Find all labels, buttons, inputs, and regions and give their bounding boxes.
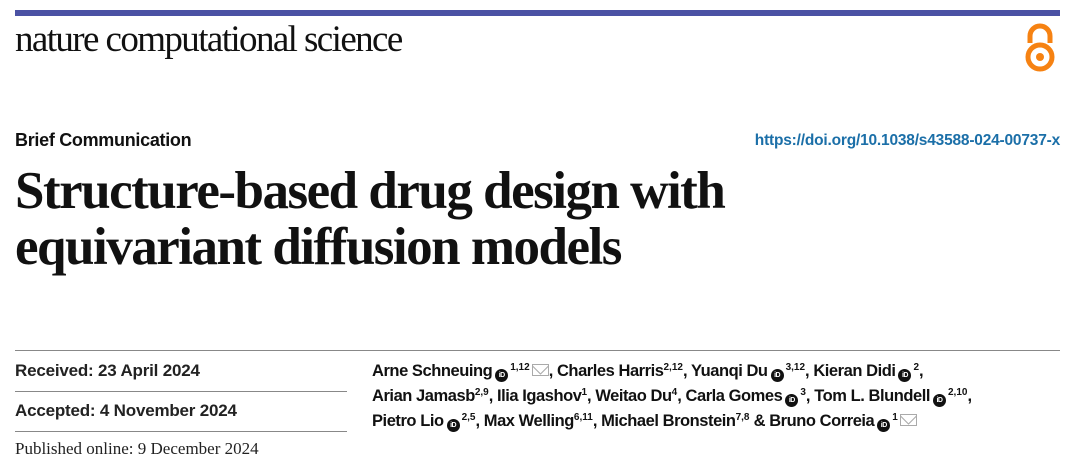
author: Weitao Du4, <box>595 387 685 405</box>
journal-brand-bar <box>15 10 1060 16</box>
article-title: Structure-based drug design with equivar… <box>15 162 726 276</box>
author-separator: , <box>919 362 924 380</box>
author-name[interactable]: Carla Gomes <box>685 387 783 405</box>
author-separator: , <box>967 387 972 405</box>
author-separator: & <box>749 412 770 430</box>
orcid-icon[interactable]: iD <box>932 394 946 407</box>
divider <box>15 391 347 392</box>
published-date: Published online: 9 December 2024 <box>15 439 259 458</box>
affiliation-superscript[interactable]: 1 <box>892 412 898 423</box>
author: Max Welling6,11, <box>484 412 601 430</box>
affiliation-superscript[interactable]: 1,12 <box>510 362 530 373</box>
author-name[interactable]: Max Welling <box>483 412 575 430</box>
affiliation-superscript[interactable]: 6,11 <box>573 412 593 423</box>
affiliation-superscript[interactable]: 2,12 <box>663 362 683 373</box>
author: Kieran Didi iD2, <box>813 362 924 382</box>
affiliation-superscript[interactable]: 4 <box>671 387 678 398</box>
email-icon[interactable] <box>531 364 549 376</box>
author: Arian Jamasb2,9, <box>372 387 497 405</box>
author-name[interactable]: Pietro Lio <box>372 412 444 430</box>
affiliation-superscript[interactable]: 3 <box>800 387 806 398</box>
author-separator: , <box>682 362 691 380</box>
journal-name[interactable]: nature computational science <box>15 19 403 60</box>
affiliation-superscript[interactable]: 2,5 <box>461 412 476 423</box>
affiliation-superscript[interactable]: 7,8 <box>735 412 750 423</box>
author-name[interactable]: Bruno Correia <box>769 412 875 430</box>
orcid-icon[interactable]: iD <box>898 369 912 382</box>
author: Yuanqi Du iD3,12, <box>690 362 814 382</box>
author-separator: , <box>548 362 557 380</box>
affiliation-superscript[interactable]: 2 <box>913 362 920 373</box>
author: Bruno Correia iD1 <box>769 412 917 432</box>
author: Pietro Lio iD2,5, <box>372 412 484 432</box>
author-separator: , <box>677 387 686 405</box>
affiliation-superscript[interactable]: 3,12 <box>785 362 806 373</box>
author-name[interactable]: Charles Harris <box>556 362 664 380</box>
author-name[interactable]: Tom L. Blundell <box>814 387 930 405</box>
author: Tom L. Blundell iD2,10, <box>814 387 972 407</box>
doi-link[interactable]: https://doi.org/10.1038/s43588-024-00737… <box>754 132 1060 149</box>
accepted-date: Accepted: 4 November 2024 <box>15 401 237 420</box>
affiliation-superscript[interactable]: 2,10 <box>947 387 968 398</box>
author: Charles Harris2,12, <box>557 362 691 380</box>
author-name[interactable]: Weitao Du <box>595 387 672 405</box>
divider <box>15 431 347 432</box>
author-name[interactable]: Yuanqi Du <box>690 362 768 380</box>
divider <box>15 350 1060 351</box>
author: Ilia Igashov1, <box>497 387 595 405</box>
author-separator: , <box>475 412 484 430</box>
open-access-lock-icon <box>1024 23 1056 78</box>
author-separator: , <box>488 387 498 405</box>
author: Carla Gomes iD3, <box>685 387 815 407</box>
author: Michael Bronstein7,8 & <box>601 412 769 430</box>
author-separator: , <box>805 362 814 380</box>
author-name[interactable]: Arne Schneuing <box>372 362 493 380</box>
orcid-icon[interactable]: iD <box>495 369 509 382</box>
author-name[interactable]: Kieran Didi <box>813 362 896 380</box>
affiliation-superscript[interactable]: 1 <box>581 387 588 398</box>
affiliation-superscript[interactable]: 2,9 <box>474 387 489 398</box>
received-date: Received: 23 April 2024 <box>15 361 200 380</box>
author-separator: , <box>805 387 815 405</box>
author-list: Arne Schneuing iD1,12, Charles Harris2,12… <box>372 359 1062 434</box>
author-name[interactable]: Michael Bronstein <box>601 412 736 430</box>
author: Arne Schneuing iD1,12, <box>372 362 557 382</box>
author-name[interactable]: Arian Jamasb <box>372 387 475 405</box>
orcid-icon[interactable]: iD <box>446 419 460 432</box>
author-separator: , <box>592 412 602 430</box>
email-icon[interactable] <box>899 414 917 426</box>
author-name[interactable]: Ilia Igashov <box>497 387 582 405</box>
article-type: Brief Communication <box>15 130 192 150</box>
orcid-icon[interactable]: iD <box>770 369 784 382</box>
orcid-icon[interactable]: iD <box>785 394 799 407</box>
orcid-icon[interactable]: iD <box>877 419 891 432</box>
author-separator: , <box>587 387 596 405</box>
